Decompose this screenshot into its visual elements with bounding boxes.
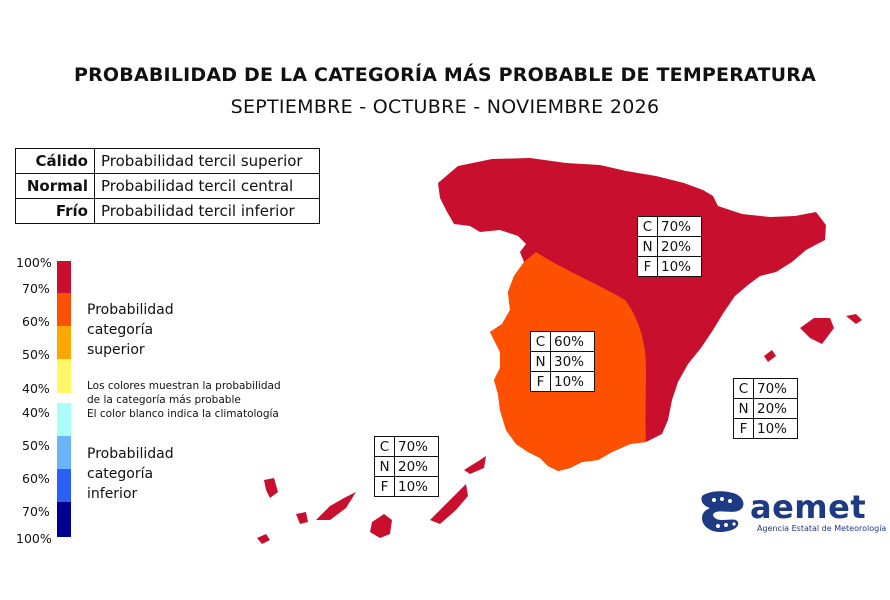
map-title: PROBABILIDAD DE LA CATEGORÍA MÁS PROBABL…: [73, 64, 817, 86]
caption-line: categoría: [87, 322, 154, 338]
category-value: 70%: [394, 436, 439, 457]
scale-label: 70%: [22, 504, 50, 519]
tercile-key: Cálido: [15, 148, 95, 174]
island-ibiza: [764, 350, 776, 362]
scale-label: 70%: [22, 281, 50, 296]
tercile-legend-table: Cálido Probabilidad tercil superior Norm…: [15, 148, 320, 224]
scale-label: 60%: [22, 471, 50, 486]
scale-swatch-red: [57, 261, 71, 293]
scale-swatch-white: [57, 393, 71, 403]
aemet-logo-icon: [701, 491, 744, 532]
category-value: 10%: [657, 256, 702, 277]
category-value: 70%: [657, 216, 702, 237]
caption-line: inferior: [87, 486, 138, 502]
scale-swatch-blue: [57, 469, 71, 502]
scale-label: 50%: [22, 347, 50, 362]
probability-box-canarias: C 70% N 20% F 10%: [374, 436, 439, 497]
category-key: N: [530, 351, 551, 372]
island-tenerife: [316, 492, 356, 520]
caption-line: Probabilidad: [87, 302, 174, 318]
map-subtitle: SEPTIEMBRE - OCTUBRE - NOVIEMBRE 2026: [230, 96, 660, 118]
lower-category-caption: Probabilidad categoría inferior: [87, 444, 174, 504]
category-value: 20%: [753, 398, 798, 419]
note-line: Los colores muestran la probabilidad: [87, 380, 281, 392]
island-menorca: [846, 314, 862, 324]
scale-swatch-lightblue: [57, 436, 71, 469]
category-value: 60%: [550, 331, 595, 352]
category-value: 70%: [753, 378, 798, 399]
tercile-row-frio: Frío Probabilidad tercil inferior: [15, 198, 320, 224]
scale-swatch-yellow: [57, 359, 71, 393]
category-key: F: [733, 418, 754, 439]
category-key: C: [374, 436, 395, 457]
probability-box-baleares: C 70% N 20% F 10%: [733, 378, 798, 439]
scale-label: 100%: [16, 255, 52, 270]
category-key: F: [530, 371, 551, 392]
upper-category-caption: Probabilidad categoría superior: [87, 300, 174, 360]
scale-label: 100%: [16, 531, 52, 546]
scale-label: 40%: [22, 405, 50, 420]
category-key: F: [374, 476, 395, 497]
category-key: F: [637, 256, 658, 277]
scale-swatch-cyan: [57, 403, 71, 436]
category-key: C: [637, 216, 658, 237]
category-value: 10%: [394, 476, 439, 497]
island-el-hierro: [257, 534, 270, 544]
category-value: 10%: [550, 371, 595, 392]
category-key: N: [637, 236, 658, 257]
tercile-desc: Probabilidad tercil central: [94, 173, 320, 199]
scale-label: 60%: [22, 314, 50, 329]
note-line: El color blanco indica la climatología: [87, 408, 279, 420]
tercile-key: Frío: [15, 198, 95, 224]
caption-line: superior: [87, 342, 145, 358]
island-fuerteventura: [430, 484, 468, 524]
category-key: C: [733, 378, 754, 399]
scale-swatch-amber: [57, 326, 71, 359]
category-value: 20%: [394, 456, 439, 477]
island-gran-canaria: [370, 514, 392, 538]
aemet-logo-subtitle: Agencia Estatal de Meteorología: [757, 524, 887, 533]
category-key: N: [733, 398, 754, 419]
category-value: 10%: [753, 418, 798, 439]
island-la-palma: [264, 478, 278, 498]
category-value: 30%: [550, 351, 595, 372]
island-la-gomera: [296, 512, 308, 524]
tercile-key: Normal: [15, 173, 95, 199]
probability-box-north: C 70% N 20% F 10%: [637, 216, 702, 277]
scale-label: 40%: [22, 381, 50, 396]
scale-swatch-orange: [57, 293, 71, 326]
note-line: de la categoría más probable: [87, 394, 241, 406]
scale-note: Los colores muestran la probabilidad de …: [87, 379, 281, 421]
caption-line: categoría: [87, 466, 154, 482]
scale-label: 50%: [22, 438, 50, 453]
category-key: N: [374, 456, 395, 477]
island-lanzarote: [464, 456, 486, 474]
probability-box-southwest: C 60% N 30% F 10%: [530, 331, 595, 392]
color-scale: [57, 261, 71, 537]
scale-swatch-navy: [57, 502, 71, 537]
category-value: 20%: [657, 236, 702, 257]
caption-line: Probabilidad: [87, 446, 174, 462]
category-key: C: [530, 331, 551, 352]
tercile-row-normal: Normal Probabilidad tercil central: [15, 173, 320, 199]
aemet-logo-text: aemet: [750, 488, 867, 526]
island-mallorca: [800, 318, 834, 344]
tercile-desc: Probabilidad tercil inferior: [94, 198, 320, 224]
